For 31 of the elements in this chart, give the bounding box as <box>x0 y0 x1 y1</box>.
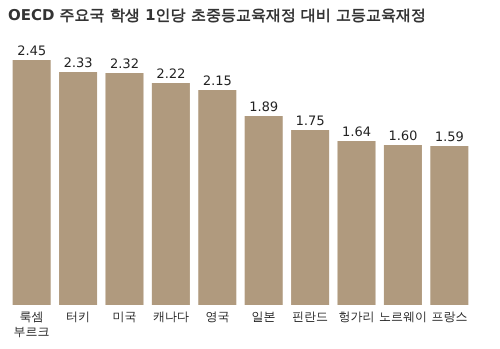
x-tick-label: 캐나다 <box>152 310 189 324</box>
bar <box>337 141 376 305</box>
bar <box>291 130 330 305</box>
bar <box>12 60 51 305</box>
x-tick-label: 헝가리 <box>338 310 375 324</box>
x-tick-label: 영국 <box>205 310 230 324</box>
x-tick-label: 미국 <box>112 310 136 324</box>
bar <box>384 145 422 305</box>
x-tick-label: 핀란드 <box>292 310 328 324</box>
data-label: 2.33 <box>64 56 93 71</box>
x-tick-label: 프랑스 <box>431 310 468 324</box>
data-label: 2.15 <box>202 74 232 89</box>
data-label: 1.89 <box>249 100 278 115</box>
data-label: 1.59 <box>434 130 464 145</box>
data-label: 1.60 <box>388 129 418 144</box>
bar <box>59 72 98 305</box>
x-tick-label: 노르웨이 <box>378 310 427 324</box>
bar <box>105 73 144 305</box>
bar <box>244 116 283 305</box>
x-tick-label: 터키 <box>66 310 90 324</box>
bar <box>198 90 236 305</box>
x-tick-label: 룩셈 부르크 <box>14 310 50 338</box>
data-label: 1.75 <box>296 114 325 129</box>
bar <box>430 146 468 305</box>
data-label: 2.22 <box>156 67 186 82</box>
data-label: 2.45 <box>17 44 46 59</box>
data-label: 1.64 <box>342 125 371 140</box>
data-label: 2.32 <box>110 57 139 72</box>
x-tick-label: 일본 <box>252 310 276 324</box>
bar <box>152 83 190 305</box>
chart-title: OECD 주요국 학생 1인당 초중등교육재정 대비 고등교육재정 <box>8 6 426 24</box>
